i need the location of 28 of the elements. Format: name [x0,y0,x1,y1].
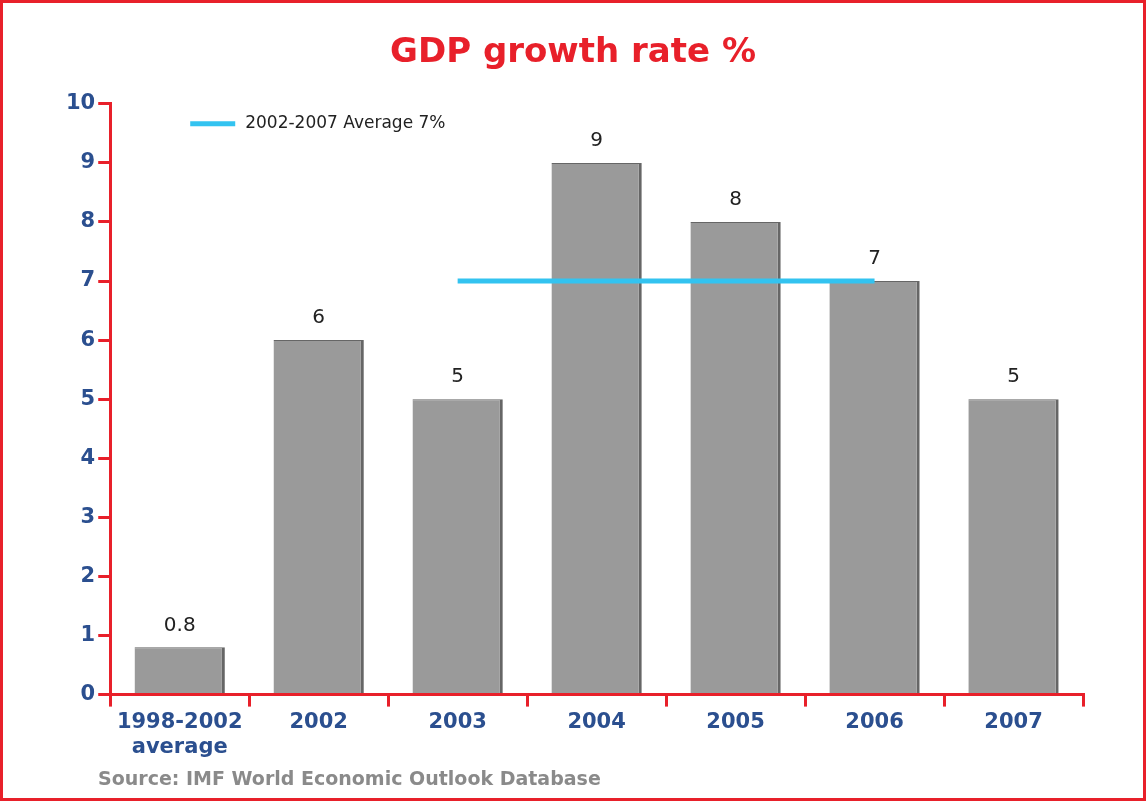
y-tick-label: 2 [80,562,96,587]
x-tick-label: 2006 [845,708,904,733]
y-tick-label: 8 [80,208,96,233]
legend-label: 2002-2007 Average 7% [245,112,446,133]
y-tick-label: 0 [80,681,96,706]
x-tick-label: 2007 [984,708,1043,733]
y-tick-label: 9 [80,149,96,174]
data-label: 5 [1007,363,1020,388]
data-label: 8 [729,186,742,211]
x-tick-label: 2005 [706,708,765,733]
y-tick-label: 5 [80,385,96,410]
x-tick-label: 2004 [567,708,626,733]
y-tick-label: 3 [80,503,96,528]
chart-title: GDP growth rate % [390,30,756,71]
data-label: 7 [868,245,881,270]
y-tick-label: 1 [80,621,96,646]
y-tick-label: 4 [80,444,96,469]
y-tick-label: 7 [80,267,96,292]
x-tick-label: 2002 [289,708,348,733]
x-tick-label: 2003 [428,708,487,733]
data-label: 6 [312,304,326,329]
y-tick-label: 10 [65,90,96,115]
source-note: Source: IMF World Economic Outlook Database [98,767,601,789]
x-tick-label: 1998-2002 average [116,708,243,758]
data-label: 0.8 [163,611,196,636]
data-label: 9 [590,127,603,152]
y-tick-label: 6 [80,326,96,351]
data-label: 5 [451,363,465,388]
